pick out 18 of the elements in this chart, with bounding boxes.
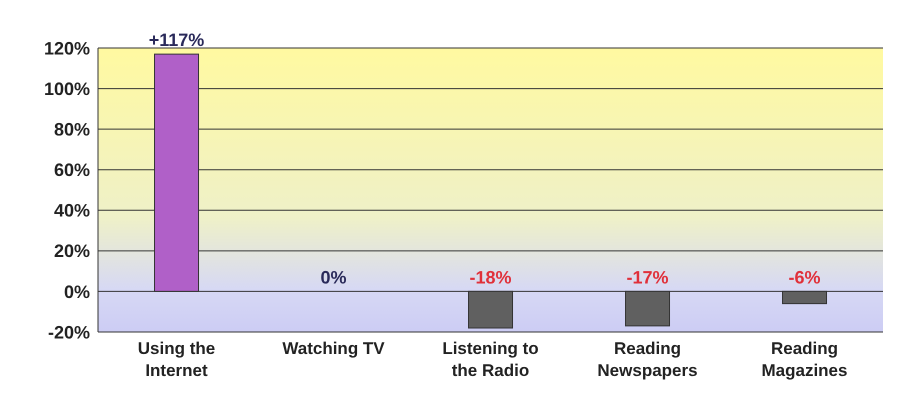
y-tick-label: 120% — [44, 38, 90, 58]
y-tick-label: 80% — [54, 120, 90, 140]
data-label: 0% — [320, 267, 347, 288]
y-tick-label: 20% — [54, 241, 90, 262]
y-tick-label: 100% — [44, 78, 90, 99]
y-tick-label: 60% — [54, 160, 90, 180]
x-tick-label: Watching TV — [282, 339, 386, 358]
y-tick-label: -20% — [48, 322, 90, 342]
x-tick-label: Listening to the Radio — [442, 339, 539, 380]
data-label: -17% — [626, 267, 669, 288]
x-tick-label: Reading Newspapers — [597, 339, 698, 380]
data-label: -6% — [788, 267, 821, 288]
data-label: -18% — [469, 267, 512, 288]
y-tick-label: 0% — [64, 282, 90, 302]
x-tick-label: Reading Magazines — [762, 339, 848, 380]
x-tick-label: Using the Internet — [138, 339, 216, 380]
data-label: +117% — [148, 30, 204, 50]
y-tick-label: 40% — [54, 200, 90, 221]
